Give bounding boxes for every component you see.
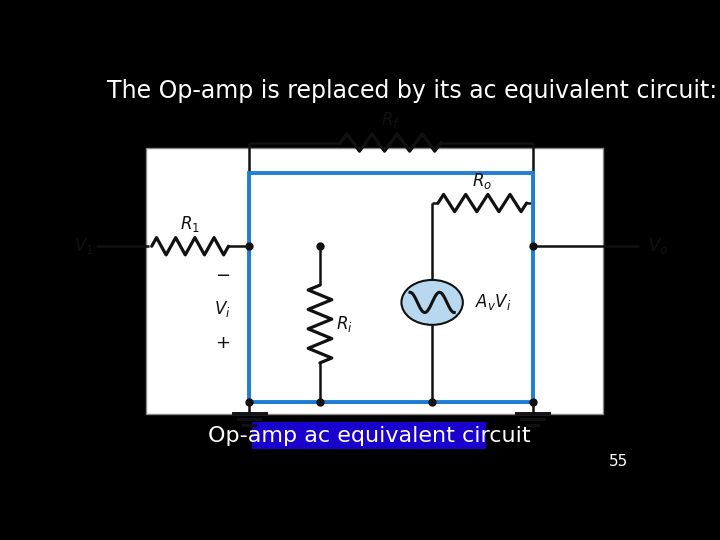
Text: $V_1$: $V_1$ bbox=[74, 236, 94, 256]
Text: 55: 55 bbox=[609, 454, 629, 469]
Text: $R_1$: $R_1$ bbox=[180, 214, 200, 234]
Text: $-$: $-$ bbox=[215, 265, 230, 284]
Text: $V_o$: $V_o$ bbox=[648, 236, 667, 256]
Bar bbox=[249, 173, 533, 402]
Text: $V_i$: $V_i$ bbox=[215, 299, 231, 319]
Text: $A_v V_i$: $A_v V_i$ bbox=[474, 292, 511, 313]
Text: $R_o$: $R_o$ bbox=[472, 171, 492, 191]
Text: $R_i$: $R_i$ bbox=[336, 314, 354, 334]
Bar bbox=[252, 422, 486, 449]
Text: $+$: $+$ bbox=[215, 334, 230, 353]
Bar bbox=[145, 148, 603, 414]
Text: The Op-amp is replaced by its ac equivalent circuit:: The Op-amp is replaced by its ac equival… bbox=[107, 79, 717, 103]
Text: Op-amp ac equivalent circuit: Op-amp ac equivalent circuit bbox=[207, 426, 531, 446]
Circle shape bbox=[402, 280, 463, 325]
Text: $R_f$: $R_f$ bbox=[382, 111, 400, 131]
